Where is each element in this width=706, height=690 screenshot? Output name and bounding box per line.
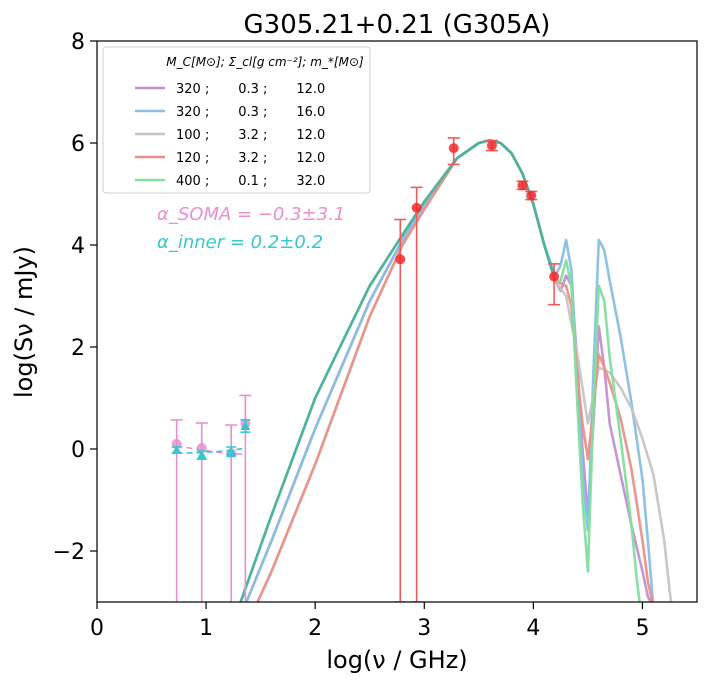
observation-3 [447, 137, 460, 166]
observation-marker [448, 143, 459, 154]
legend-box [102, 46, 371, 194]
alpha-inner-label: α_inner = 0.2±0.2 [157, 232, 323, 253]
y-tick-label: 2 [71, 336, 85, 361]
x-tick-label: 1 [199, 616, 213, 641]
y-axis-label: log(Sν / mJy) [10, 246, 38, 398]
legend-label: 400 ; 0.1 ; 32.0 [176, 174, 325, 189]
observation-6 [525, 190, 538, 201]
y-tick-label: −2 [53, 540, 85, 565]
observation-marker [517, 180, 528, 191]
legend-header: M_C[M⊙]; Σ_cl[g cm⁻²]; m_*[M⊙] [166, 55, 364, 69]
observation-7 [548, 263, 561, 306]
observation-5 [516, 180, 529, 191]
y-tick-label: 4 [71, 234, 85, 259]
x-tick-label: 4 [526, 616, 540, 641]
observation-marker [486, 140, 497, 151]
radio-inner-point-1 [171, 445, 182, 455]
y-tick-label: 6 [71, 132, 85, 157]
observation-marker [411, 202, 422, 213]
x-tick-label: 5 [635, 616, 649, 641]
x-tick-label: 3 [417, 616, 431, 641]
axes-frame [96, 40, 698, 603]
x-tick-label: 2 [308, 616, 322, 641]
observation-4 [485, 139, 498, 152]
legend-entry-5: 400 ; 0.1 ; 32.0 [135, 174, 325, 189]
radio-inner-marker [226, 446, 237, 456]
radio-inner-point-3 [226, 446, 237, 457]
axis-ticks: 0 1 2 3 4 5 −2 0 2 4 6 8 [53, 30, 650, 641]
legend-entry-2: 320 ; 0.3 ; 16.0 [135, 105, 325, 120]
observation-2 [410, 186, 423, 602]
radio-inner-marker [240, 421, 251, 431]
radio-inner-point-4 [240, 419, 251, 433]
legend-label: 120 ; 3.2 ; 12.0 [176, 151, 325, 166]
observation-1 [394, 218, 407, 602]
legend-entry-4: 120 ; 3.2 ; 12.0 [135, 151, 325, 166]
legend-label: 100 ; 3.2 ; 12.0 [176, 128, 325, 143]
radio-inner-trend [176, 447, 246, 454]
alpha-soma-label: α_SOMA = −0.3±3.1 [157, 204, 345, 225]
radio-inner-point-2 [196, 450, 207, 461]
legend-entry-1: 320 ; 0.3 ; 12.0 [135, 82, 325, 97]
x-axis-label: log(ν / GHz) [326, 646, 467, 674]
radio-inner-marker [196, 450, 207, 460]
radio-inner-marker [171, 445, 182, 455]
y-tick-label: 8 [71, 30, 85, 55]
y-tick-label: 0 [71, 438, 85, 463]
observation-marker [395, 254, 406, 265]
chart-title: G305.21+0.21 (G305A) [244, 10, 551, 40]
legend-label: 320 ; 0.3 ; 16.0 [176, 105, 325, 120]
legend: M_C[M⊙]; Σ_cl[g cm⁻²]; m_*[M⊙] 320 ; 0.3… [102, 46, 371, 194]
legend-entry-3: 100 ; 3.2 ; 12.0 [135, 128, 325, 143]
observation-marker [549, 271, 560, 282]
radio-soma-trend [176, 445, 246, 455]
plot-area [170, 137, 673, 602]
legend-label: 320 ; 0.3 ; 12.0 [176, 82, 325, 97]
x-tick-label: 0 [90, 616, 104, 641]
legend-entries: 320 ; 0.3 ; 12.0 320 ; 0.3 ; 16.0 100 ; 3.… [135, 82, 325, 189]
observation-marker [526, 190, 537, 201]
